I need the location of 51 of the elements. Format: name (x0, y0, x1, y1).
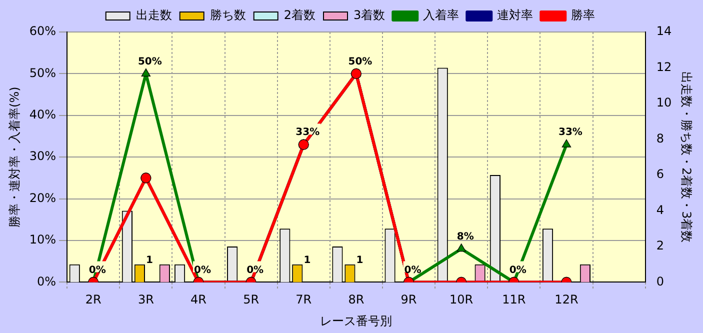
y-tick-label: 10% (29, 232, 56, 247)
legend-label: 出走数 (136, 8, 172, 22)
x-tick-label: 9R (400, 292, 417, 307)
y2-tick-label: 0 (656, 274, 664, 288)
y2-tick-label: 4 (656, 202, 664, 217)
y2-tick-label: 8 (656, 131, 664, 146)
y-tick-label: 60% (29, 24, 56, 38)
legend-label: 連対率 (497, 8, 534, 22)
data-label: 8% (456, 231, 474, 242)
y2-tick-label: 14 (656, 24, 672, 38)
data-label: 33% (558, 127, 582, 138)
x-tick-label: 10R (450, 292, 474, 307)
data-label: 0% (194, 264, 211, 276)
data-label: 1 (304, 254, 311, 266)
y-axis-title: 勝率・連対率・入着率(%) (7, 86, 22, 228)
x-tick-label: 11R (502, 292, 526, 307)
legend-label: 勝ち数 (210, 8, 246, 22)
x-tick-label: 12R (554, 292, 578, 307)
y-tick-label: 50% (29, 66, 56, 80)
x-tick-label: 2R (85, 292, 102, 307)
legend-label: 勝率 (571, 8, 596, 22)
x-tick-label: 4R (190, 292, 206, 307)
y2-tick-label: 2 (656, 238, 664, 253)
data-label: 0% (88, 264, 106, 276)
data-label: 0% (246, 264, 264, 276)
legend-label: 2着数 (284, 8, 316, 22)
y-tick-label: 40% (29, 108, 56, 122)
point (562, 139, 572, 148)
y-tick-label: 30% (29, 149, 56, 164)
data-label: 1 (146, 254, 153, 266)
data-label: 0% (509, 264, 526, 276)
y2-tick-label: 10 (656, 96, 672, 110)
x-axis-title: レース番号別 (320, 314, 392, 328)
data-label: 1 (356, 254, 364, 266)
data-label: 0% (404, 264, 422, 276)
x-tick-label: 7R (296, 292, 312, 307)
y2-tick-label: 12 (656, 60, 672, 74)
y2-tick-label: 6 (656, 167, 664, 182)
data-label: 50% (348, 56, 372, 68)
x-tick-label: 5R (243, 292, 260, 307)
point (141, 68, 151, 76)
y-tick-label: 0% (37, 274, 56, 288)
point (456, 244, 466, 252)
legend-label: 入着率 (423, 8, 460, 22)
data-label: 33% (296, 127, 320, 138)
y-tick-label: 20% (29, 190, 56, 205)
x-tick-label: 3R (138, 292, 154, 307)
y2-axis-title: 出走数・勝ち数・2着数・3着数 (680, 71, 694, 243)
legend-label: 3着数 (354, 8, 386, 22)
data-label: 50% (138, 56, 162, 68)
x-tick-label: 8R (348, 292, 364, 307)
